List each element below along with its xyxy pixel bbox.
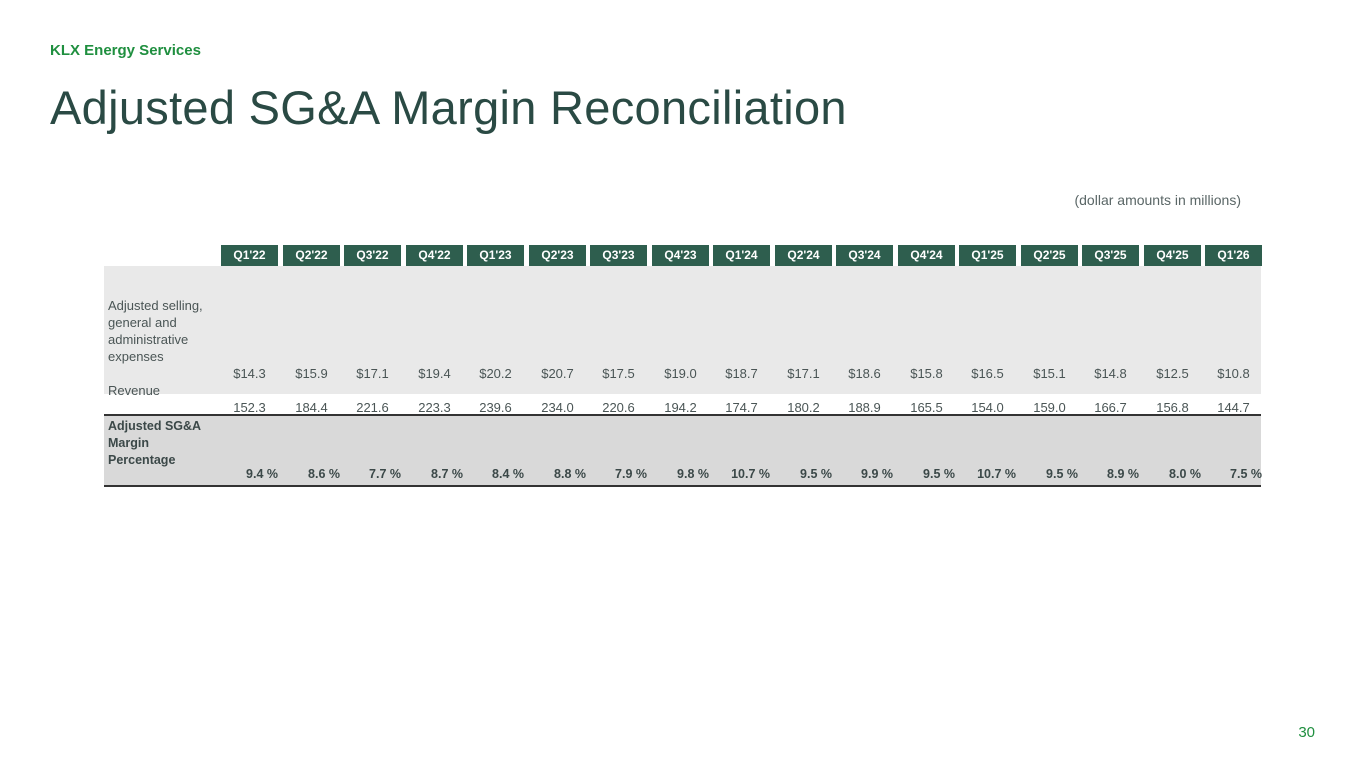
column-header: Q1'24 bbox=[713, 245, 770, 266]
table-cell: 180.2 bbox=[787, 400, 820, 415]
summary-label-line: Adjusted SG&A bbox=[108, 419, 202, 433]
column-header: Q4'22 bbox=[406, 245, 463, 266]
table-cell: $20.7 bbox=[541, 366, 574, 381]
table-cell: 188.9 bbox=[848, 400, 881, 415]
table-cell: 154.0 bbox=[971, 400, 1004, 415]
summary-label-line: Margin bbox=[108, 436, 149, 450]
column-header: Q3'25 bbox=[1082, 245, 1139, 266]
summary-cell: 10.7 % bbox=[731, 467, 770, 481]
column-header: Q1'23 bbox=[467, 245, 524, 266]
column-header: Q4'25 bbox=[1144, 245, 1201, 266]
table-cell: $10.8 bbox=[1217, 366, 1250, 381]
summary-cell: 8.9 % bbox=[1107, 467, 1139, 481]
summary-cell: 7.9 % bbox=[615, 467, 647, 481]
summary-label: Adjusted SG&A Margin Percentage bbox=[108, 418, 201, 469]
table-cell: $15.9 bbox=[295, 366, 328, 381]
summary-cell: 9.9 % bbox=[861, 467, 893, 481]
summary-cell: 9.5 % bbox=[1046, 467, 1078, 481]
table-cell: $16.5 bbox=[971, 366, 1004, 381]
column-header: Q2'25 bbox=[1021, 245, 1078, 266]
column-header: Q1'26 bbox=[1205, 245, 1262, 266]
summary-values: 9.4 % 8.6 % 7.7 % 8.7 % 8.4 % 8.8 % 7.9 % 9.8 %… bbox=[104, 466, 1262, 483]
summary-cell: 9.8 % bbox=[677, 467, 709, 481]
table-cell: 152.3 bbox=[233, 400, 266, 415]
summary-cell: 8.6 % bbox=[308, 467, 340, 481]
row-label-line: general and bbox=[108, 315, 177, 330]
table-cell: $17.1 bbox=[356, 366, 389, 381]
table-cell: 194.2 bbox=[664, 400, 697, 415]
row-label-line: expenses bbox=[108, 349, 164, 364]
table-summary-row: Adjusted SG&A Margin Percentage 9.4 % 8.6… bbox=[104, 414, 1262, 487]
table-cell: $17.1 bbox=[787, 366, 820, 381]
table-cell: 165.5 bbox=[910, 400, 943, 415]
column-header: Q2'22 bbox=[283, 245, 340, 266]
table-cell: $19.0 bbox=[664, 366, 697, 381]
summary-cell: 8.4 % bbox=[492, 467, 524, 481]
table-cell: 166.7 bbox=[1094, 400, 1127, 415]
row-label-revenue: Revenue bbox=[108, 382, 160, 399]
table-cell: $14.8 bbox=[1094, 366, 1127, 381]
column-header: Q3'23 bbox=[590, 245, 647, 266]
table-cell: 184.4 bbox=[295, 400, 328, 415]
column-header: Q1'25 bbox=[959, 245, 1016, 266]
table-row-revenue-values: 152.3 184.4 221.6 223.3 239.6 234.0 220.6 194.2… bbox=[104, 399, 1261, 416]
summary-cell: 8.0 % bbox=[1169, 467, 1201, 481]
summary-cell: 10.7 % bbox=[977, 467, 1016, 481]
summary-cell: 7.7 % bbox=[369, 467, 401, 481]
table-cell: $14.3 bbox=[233, 366, 266, 381]
row-label-line: Revenue bbox=[108, 383, 161, 398]
brand-name: KLX Energy Services bbox=[50, 42, 201, 59]
column-header: Q4'24 bbox=[898, 245, 955, 266]
summary-cell: 7.5 % bbox=[1230, 467, 1262, 481]
table-cell: $15.1 bbox=[1033, 366, 1066, 381]
summary-cell: 8.8 % bbox=[554, 467, 586, 481]
table-header-row: Q1'22 Q2'22 Q3'22 Q4'22 Q1'23 Q2'23 Q3'23 Q4'23… bbox=[104, 245, 1262, 266]
table-cell: 220.6 bbox=[602, 400, 635, 415]
table-cell: 144.7 bbox=[1217, 400, 1250, 415]
column-header: Q1'22 bbox=[221, 245, 278, 266]
table-cell: 221.6 bbox=[356, 400, 389, 415]
row-label-line: Adjusted selling, bbox=[108, 298, 203, 313]
page-number: 30 bbox=[1298, 724, 1315, 741]
row-label-line: administrative bbox=[108, 332, 189, 347]
summary-label-line: Percentage bbox=[108, 453, 176, 467]
summary-cell: 8.7 % bbox=[431, 467, 463, 481]
table-cell: $18.7 bbox=[725, 366, 758, 381]
table-cell: 156.8 bbox=[1156, 400, 1189, 415]
page-title: Adjusted SG&A Margin Reconciliation bbox=[50, 81, 847, 134]
units-note: (dollar amounts in millions) bbox=[1074, 192, 1241, 208]
table-cell: 174.7 bbox=[725, 400, 758, 415]
column-header: Q2'23 bbox=[529, 245, 586, 266]
table-cell: 223.3 bbox=[418, 400, 451, 415]
table-cell: 234.0 bbox=[541, 400, 574, 415]
row-label-sga: Adjusted selling, general and administra… bbox=[108, 297, 203, 365]
column-header: Q3'24 bbox=[836, 245, 893, 266]
reconciliation-table: Q1'22 Q2'22 Q3'22 Q4'22 Q1'23 Q2'23 Q3'23 Q4'23… bbox=[104, 245, 1262, 487]
summary-cell: 9.5 % bbox=[800, 467, 832, 481]
column-header: Q4'23 bbox=[652, 245, 709, 266]
table-cell: 159.0 bbox=[1033, 400, 1066, 415]
table-body: Adjusted selling, general and administra… bbox=[104, 266, 1261, 415]
summary-cell: 9.5 % bbox=[923, 467, 955, 481]
table-row-sga-values: $14.3 $15.9 $17.1 $19.4 $20.2 $20.7 $17.5 $19.0… bbox=[104, 365, 1261, 382]
table-cell: $19.4 bbox=[418, 366, 451, 381]
table-cell: 239.6 bbox=[479, 400, 512, 415]
table-cell: $12.5 bbox=[1156, 366, 1189, 381]
table-cell: $18.6 bbox=[848, 366, 881, 381]
table-cell: $17.5 bbox=[602, 366, 635, 381]
table-cell: $20.2 bbox=[479, 366, 512, 381]
column-header: Q2'24 bbox=[775, 245, 832, 266]
summary-cell: 9.4 % bbox=[246, 467, 278, 481]
column-header: Q3'22 bbox=[344, 245, 401, 266]
table-cell: $15.8 bbox=[910, 366, 943, 381]
